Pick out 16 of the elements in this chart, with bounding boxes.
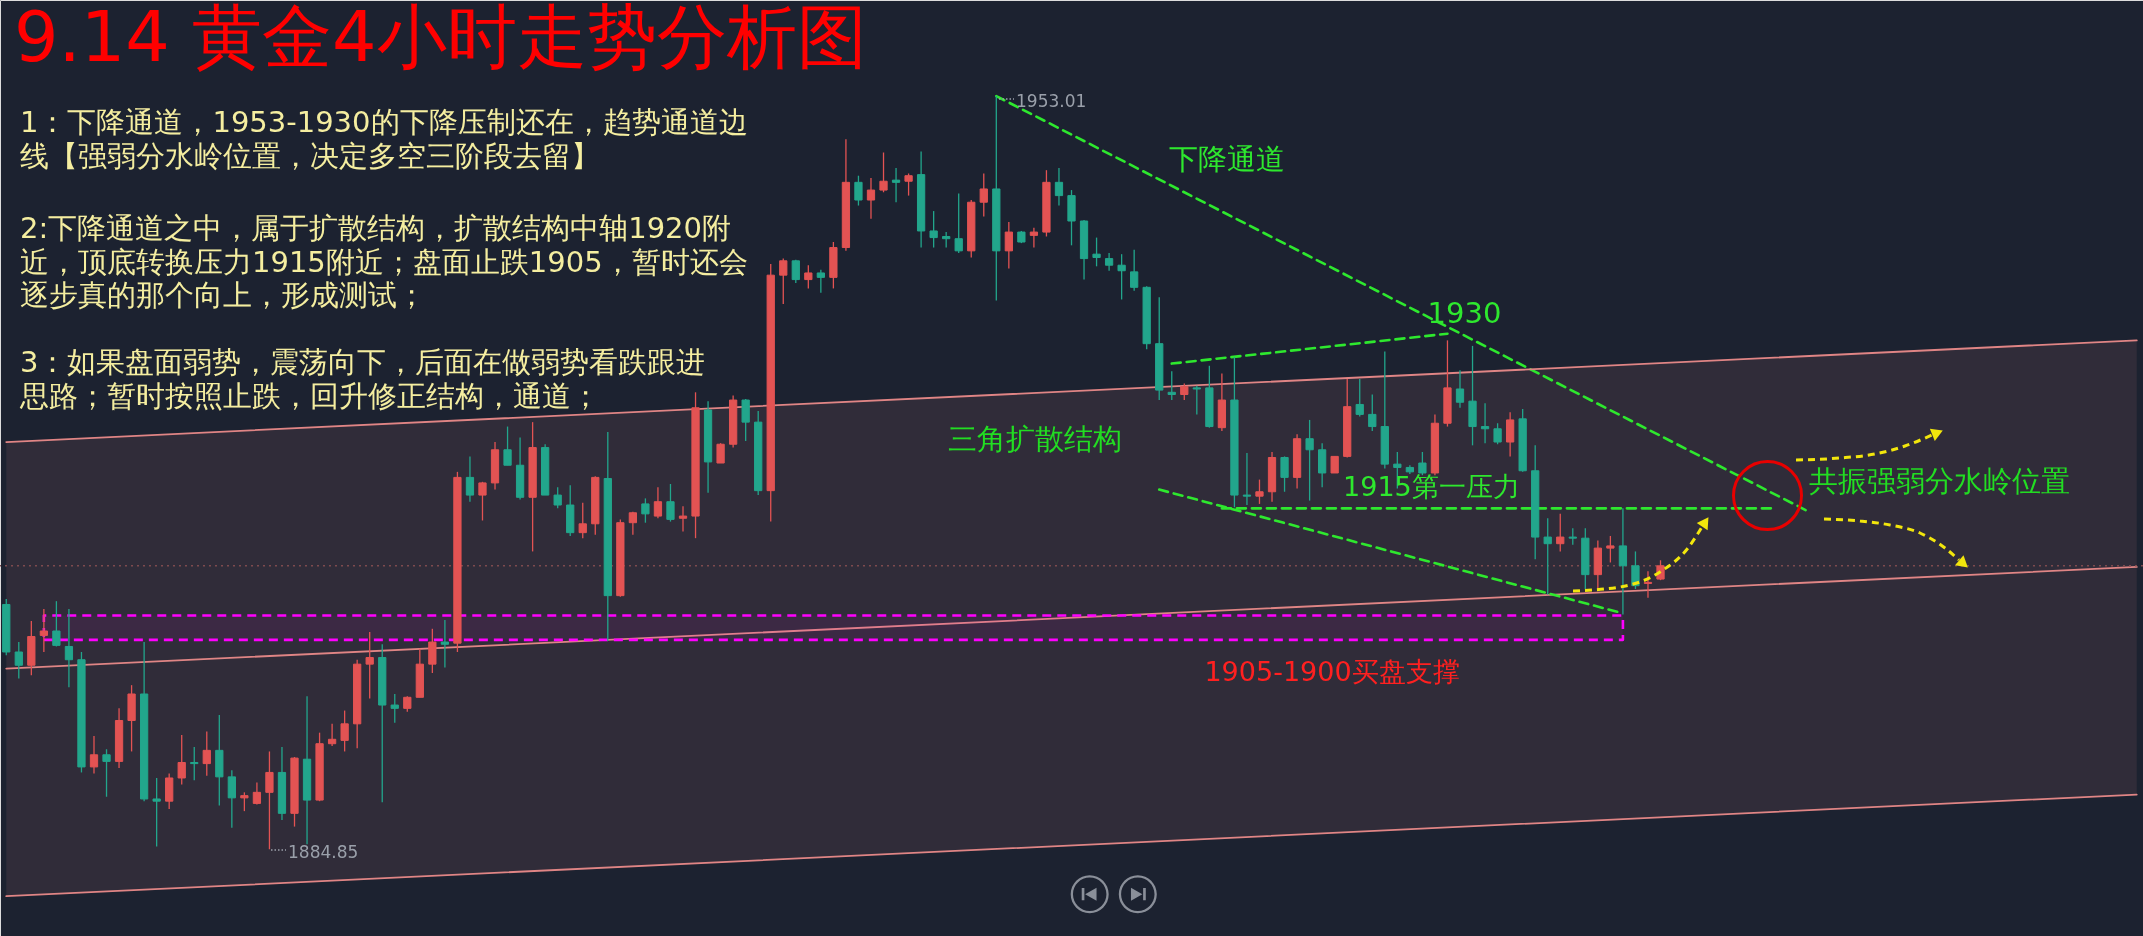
annotation: 1953.01 [1016, 91, 1087, 111]
annotation: 共振强弱分水岭位置 [1809, 464, 2070, 498]
annotation: 1905-1900买盘支撑 [1204, 656, 1460, 687]
annotation: 1：下降通道，1953-1930的下降压制还在，趋势通道边 [20, 105, 748, 139]
annotation: 三角扩散结构 [948, 422, 1122, 456]
chart-title: 9.14 黄金4小时走势分析图 [14, 0, 867, 78]
series-label: 下降通道 [1168, 142, 1285, 177]
annotation: 近，顶底转换压力1915附近；盘面止跌1905，暂时还会 [20, 245, 748, 279]
series-label: 1930 [1427, 295, 1502, 330]
annotation: 逐步真的那个向上，形成测试； [20, 278, 426, 312]
annotation: 3：如果盘面弱势，震荡向下，后面在做弱势看跌跟进 [20, 345, 706, 379]
annotation: 2:下降通道之中，属于扩散结构，扩散结构中轴1920附 [20, 211, 732, 245]
series-label: 1915第一压力 [1343, 471, 1520, 503]
annotation: 1884.85 [288, 842, 359, 862]
annotation: 线【强弱分水岭位置，决定多空三阶段去留】 [20, 139, 600, 173]
annotation: 思路；暂时按照止跌，回升修正结构，通道； [19, 379, 600, 413]
